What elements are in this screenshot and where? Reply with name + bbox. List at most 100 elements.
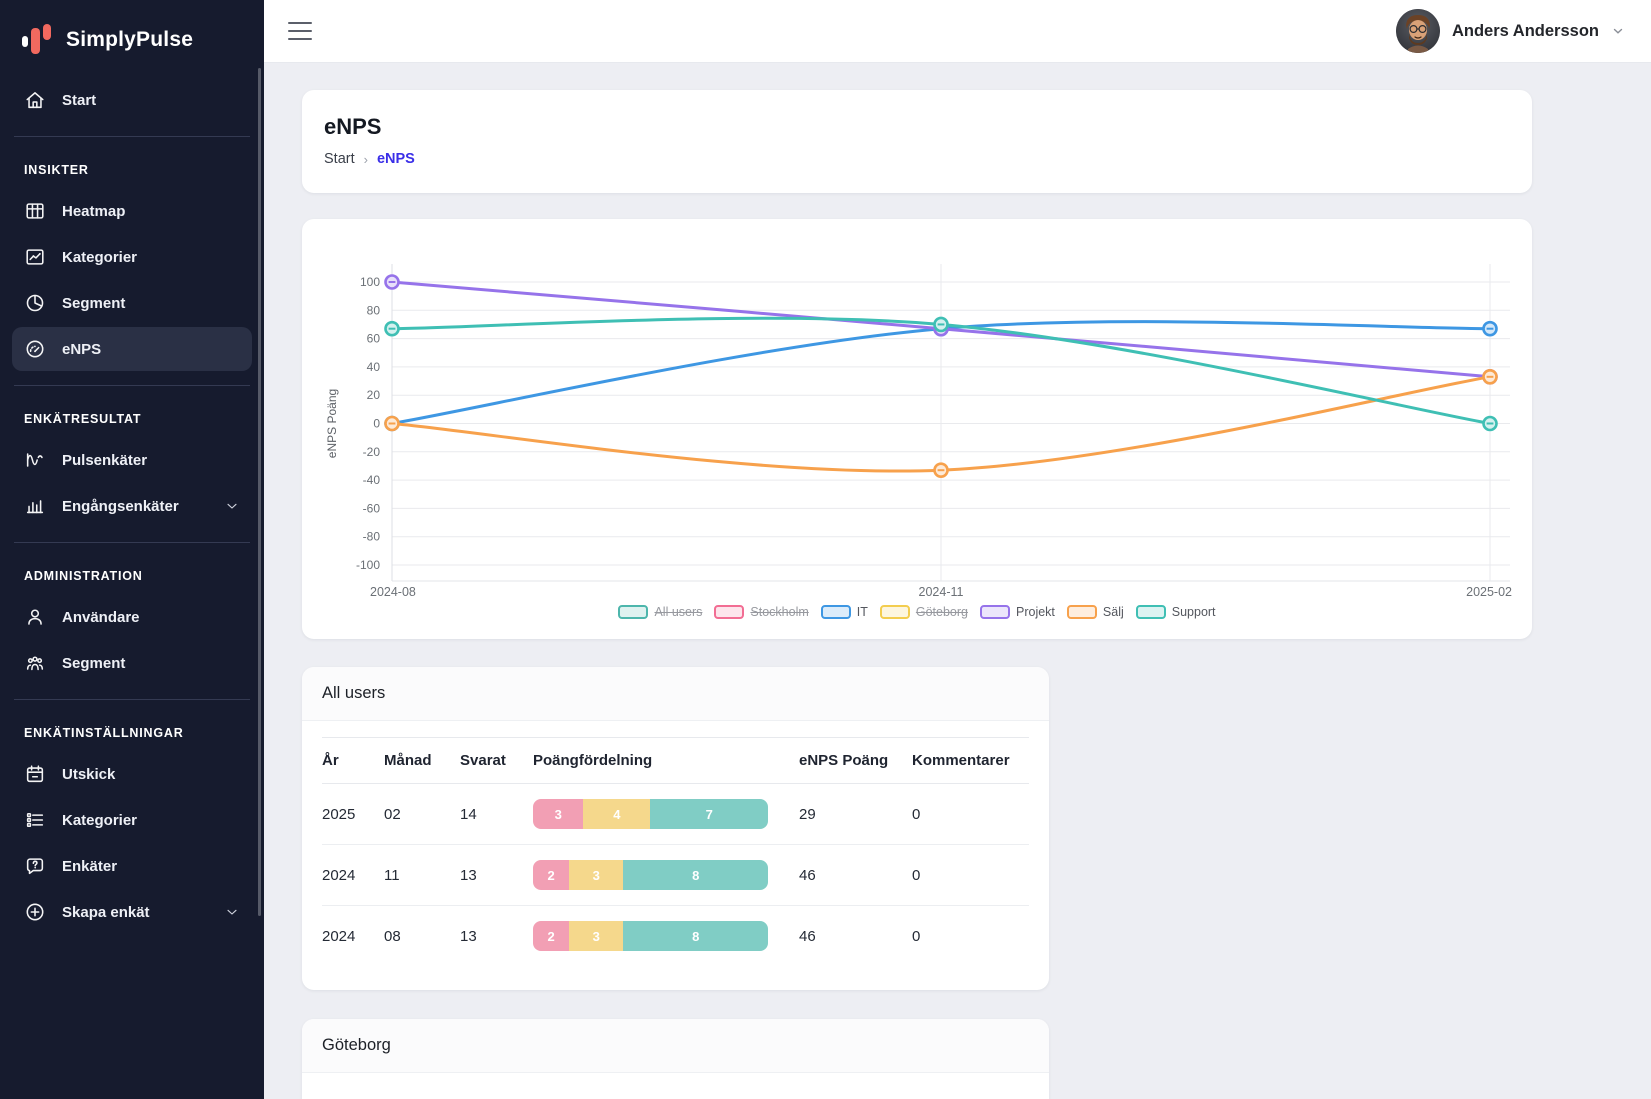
sidebar-item-heatmap[interactable]: Heatmap bbox=[12, 189, 252, 233]
legend-item-support[interactable]: Support bbox=[1135, 605, 1216, 619]
sidebar-item-engangsenkater[interactable]: Engångsenkäter bbox=[12, 484, 252, 528]
bars-icon bbox=[24, 495, 46, 517]
svg-text:-100: -100 bbox=[356, 558, 380, 572]
all-users-card-title: All users bbox=[302, 667, 1049, 721]
sidebar-item-kategorier[interactable]: Kategorier bbox=[12, 235, 252, 279]
column-header-ar: År bbox=[322, 737, 384, 784]
sidebar-scrollbar[interactable] bbox=[258, 68, 261, 916]
column-header-enps-poang: eNPS Poäng bbox=[799, 737, 912, 784]
legend-label: Stockholm bbox=[750, 605, 809, 619]
sidebar-item-label: Utskick bbox=[62, 765, 116, 783]
goteborg-card-title: Göteborg bbox=[302, 1019, 1049, 1073]
hamburger-menu-icon[interactable] bbox=[288, 22, 312, 40]
sidebar-item-label: Kategorier bbox=[62, 248, 138, 266]
cell-month: 11 bbox=[384, 844, 460, 906]
chevron-down-icon bbox=[224, 904, 240, 920]
user-chevron-down-icon bbox=[1611, 24, 1625, 38]
all-users-table: År Månad Svarat Poängfördelning eNPS Poäng Ko… bbox=[322, 737, 1029, 966]
breadcrumb: Start › eNPS bbox=[324, 151, 1510, 167]
simplypulse-logo-icon bbox=[22, 22, 54, 58]
segment-promoters: 7 bbox=[650, 799, 768, 829]
svg-text:2024-08: 2024-08 bbox=[370, 585, 416, 599]
table-header-row: År Månad Svarat Poängfördelning eNPS Poäng Ko… bbox=[322, 737, 1029, 784]
breadcrumb-enps-link[interactable]: eNPS bbox=[376, 151, 415, 167]
svg-text:-20: -20 bbox=[363, 445, 381, 459]
brand[interactable]: SimplyPulse bbox=[0, 14, 264, 76]
main-area: Anders Andersson eNPS Start › eNPS 100 80… bbox=[264, 0, 1651, 1099]
sidebar-section-enkatresultat: ENKÄTRESULTAT bbox=[24, 412, 142, 426]
table-row: 2024 08 13 2 3 8 46 0 bbox=[322, 906, 1029, 967]
legend-item-it[interactable]: IT bbox=[820, 605, 868, 619]
sidebar-item-kategorier[interactable]: Kategorier bbox=[12, 798, 252, 842]
sidebar-item-utskick[interactable]: Utskick bbox=[12, 752, 252, 796]
sidebar-item-enkater[interactable]: Enkäter bbox=[12, 844, 252, 888]
brand-name: SimplyPulse bbox=[66, 28, 194, 51]
sidebar-section-administration: ADMINISTRATION bbox=[24, 569, 143, 583]
home-icon bbox=[24, 89, 46, 111]
all-users-table-wrap: År Månad Svarat Poängfördelning eNPS Poäng Ko… bbox=[302, 721, 1049, 990]
avatar bbox=[1395, 9, 1440, 53]
sidebar-item-pulsenkater[interactable]: Pulsenkäter bbox=[12, 438, 252, 482]
legend-item-stockholm[interactable]: Stockholm bbox=[714, 605, 809, 619]
sidebar-item-segment[interactable]: Segment bbox=[12, 641, 252, 685]
sidebar-item-label: Engångsenkäter bbox=[62, 497, 179, 515]
page-content: eNPS Start › eNPS 100 80 60 40 20 0 -20 -40 -60-… bbox=[264, 63, 1651, 1099]
goteborg-card: Göteborg bbox=[302, 1019, 1049, 1099]
calendar-icon bbox=[24, 763, 46, 785]
chat-question-icon bbox=[24, 855, 46, 877]
sidebar-item-skapa-enkat[interactable]: Skapa enkät bbox=[12, 890, 252, 934]
table-row: 2024 11 13 2 3 8 46 0 bbox=[322, 844, 1029, 906]
user-menu[interactable]: Anders Andersson bbox=[1395, 9, 1625, 53]
sidebar-item-label: Start bbox=[62, 91, 97, 109]
sidebar-item-label: Användare bbox=[62, 608, 140, 626]
segment-passives: 4 bbox=[583, 799, 651, 829]
legend-item-goteborg[interactable]: Göteborg bbox=[879, 605, 968, 619]
svg-text:-80: -80 bbox=[363, 530, 381, 544]
svg-text:100: 100 bbox=[360, 275, 380, 289]
legend-swatch bbox=[1135, 605, 1166, 619]
legend-label: Sälj bbox=[1102, 605, 1124, 619]
svg-text:60: 60 bbox=[367, 332, 381, 346]
column-header-kommentarer: Kommentarer bbox=[912, 737, 1029, 784]
cell-comments: 0 bbox=[912, 783, 1029, 845]
column-header-poangfordelning: Poängfördelning bbox=[533, 737, 799, 784]
svg-text:eNPS Poäng: eNPS Poäng bbox=[325, 389, 339, 458]
legend-label: Göteborg bbox=[915, 605, 968, 619]
cell-enps-score: 46 bbox=[799, 844, 912, 906]
enps-chart-card: 100 80 60 40 20 0 -20 -40 -60 -80 -100 eNPS Poäng 20… bbox=[302, 219, 1532, 639]
gauge-icon bbox=[24, 338, 46, 360]
sidebar-item-segment[interactable]: Segment bbox=[12, 281, 252, 325]
cell-responses: 14 bbox=[460, 783, 533, 845]
sidebar-item-label: Segment bbox=[62, 294, 126, 312]
cell-responses: 13 bbox=[460, 844, 533, 906]
sidebar-item-start[interactable]: Start bbox=[12, 78, 252, 122]
series-salj bbox=[384, 369, 1498, 478]
legend-label: Projekt bbox=[1016, 605, 1055, 619]
svg-text:40: 40 bbox=[367, 360, 381, 374]
trend-icon bbox=[24, 246, 46, 268]
legend-swatch bbox=[618, 605, 649, 619]
legend-swatch bbox=[714, 605, 745, 619]
sidebar-item-label: Enkäter bbox=[62, 857, 118, 875]
sidebar-divider bbox=[14, 542, 250, 543]
list-icon bbox=[24, 809, 46, 831]
breadcrumb-start-link[interactable]: Start bbox=[324, 151, 355, 167]
sidebar-item-anvandare[interactable]: Användare bbox=[12, 595, 252, 639]
sidebar-item-enps[interactable]: eNPS bbox=[12, 327, 252, 371]
cell-comments: 0 bbox=[912, 927, 921, 945]
people-icon bbox=[24, 652, 46, 674]
chart-legend: All users Stockholm IT Göteborg Projekt Sälj S… bbox=[322, 605, 1512, 619]
svg-text:0: 0 bbox=[373, 417, 380, 431]
legend-item-all-users[interactable]: All users bbox=[618, 605, 702, 619]
column-header-svarat: Svarat bbox=[460, 737, 533, 784]
segment-passives: 3 bbox=[569, 921, 624, 951]
enps-line-chart: 100 80 60 40 20 0 -20 -40 -60 -80 -100 eNPS Poäng 20… bbox=[325, 264, 1512, 599]
legend-swatch bbox=[980, 605, 1010, 619]
sidebar-item-label: eNPS bbox=[62, 340, 102, 358]
svg-text:80: 80 bbox=[367, 303, 381, 317]
legend-item-salj[interactable]: Sälj bbox=[1066, 605, 1124, 619]
legend-swatch bbox=[879, 605, 910, 619]
legend-item-projekt[interactable]: Projekt bbox=[980, 605, 1055, 619]
pulse-icon bbox=[24, 449, 46, 471]
